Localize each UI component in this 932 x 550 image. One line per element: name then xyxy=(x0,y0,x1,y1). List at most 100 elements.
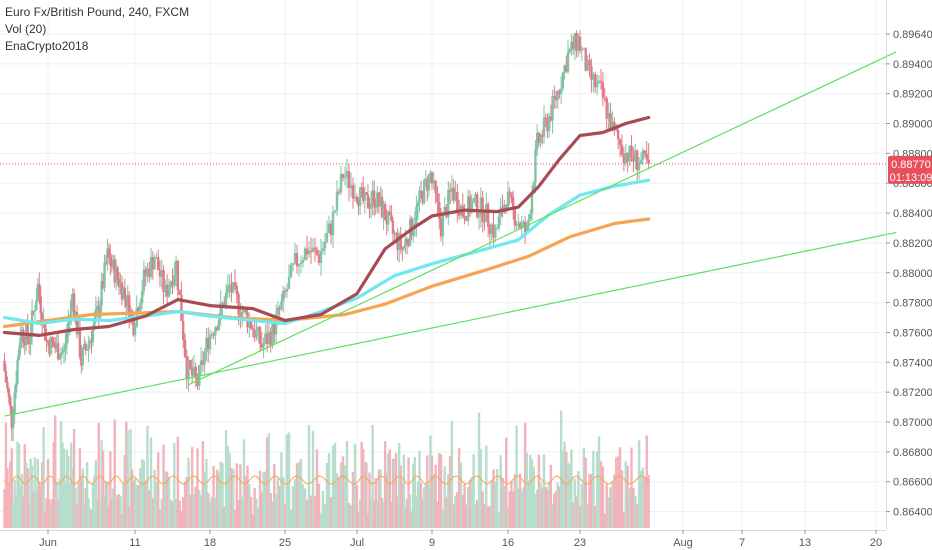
indicator-legend[interactable]: EnaCrypto2018 xyxy=(5,39,89,53)
symbol-title[interactable]: Euro Fx/British Pound, 240, FXCM xyxy=(5,5,190,19)
volume-bar xyxy=(215,469,219,528)
volume-bar xyxy=(637,440,641,528)
volume-bar xyxy=(571,502,575,528)
grid xyxy=(0,0,886,530)
volume-bar xyxy=(46,459,50,528)
volume-bar xyxy=(192,494,196,528)
volume-bar xyxy=(301,484,305,528)
candle-body xyxy=(616,130,620,140)
candle-body xyxy=(573,33,577,50)
volume-bar xyxy=(39,486,42,528)
ma-orange-line xyxy=(2,217,651,329)
volume-bar xyxy=(176,436,180,528)
candle-body xyxy=(51,337,54,343)
volume-bar xyxy=(104,481,108,528)
y-tick-label: 0.89640 xyxy=(893,29,932,41)
candle-body xyxy=(309,250,313,252)
volume-bar xyxy=(647,475,650,528)
volume-bar xyxy=(396,496,399,528)
candle-body xyxy=(189,360,192,369)
candle-body xyxy=(510,192,513,198)
volume-bar xyxy=(54,415,57,528)
candle-body xyxy=(219,302,222,321)
candle-body xyxy=(535,132,539,150)
candle-body xyxy=(59,352,63,358)
candle-body xyxy=(325,233,329,242)
candle-body xyxy=(54,346,57,349)
candle-body xyxy=(399,234,402,249)
volume-bar xyxy=(36,458,40,528)
volume-bar xyxy=(91,483,95,528)
volume-bar xyxy=(219,461,222,528)
candle-body xyxy=(87,343,90,350)
x-tick-label: 20 xyxy=(870,537,882,549)
candle-body xyxy=(260,344,263,348)
volume-bar xyxy=(12,502,15,528)
candle-body xyxy=(447,190,450,218)
candle-body xyxy=(584,48,587,71)
candle-body xyxy=(56,343,60,360)
volume-bar xyxy=(119,496,122,528)
candle-body xyxy=(609,113,612,131)
candle-body xyxy=(470,202,474,213)
candle-body xyxy=(639,159,643,165)
volume-bar xyxy=(84,487,87,528)
candle-body xyxy=(235,285,238,295)
volume-bar xyxy=(454,495,457,528)
candle-body xyxy=(36,284,40,301)
volume-bar xyxy=(257,508,260,528)
candle-body xyxy=(271,322,274,345)
volume-bar xyxy=(421,499,424,528)
volume-bar xyxy=(178,500,181,528)
candle-body xyxy=(133,326,137,336)
candle-body xyxy=(192,367,196,376)
x-tick-label: 23 xyxy=(574,537,586,549)
candle-body xyxy=(520,222,523,229)
volume-bar xyxy=(355,484,359,528)
volume-bar xyxy=(341,456,345,528)
volume-bar xyxy=(325,462,329,528)
candle-body xyxy=(255,330,258,338)
candle-body xyxy=(273,322,276,335)
y-tick-label: 0.87400 xyxy=(893,357,932,369)
candle-body xyxy=(276,307,280,315)
volume-legend[interactable]: Vol (20) xyxy=(5,22,47,36)
volume-bar xyxy=(439,454,443,528)
volume-bar xyxy=(180,511,183,528)
candle-body xyxy=(396,233,399,251)
volume-bar xyxy=(383,441,387,528)
volume-bar xyxy=(401,483,404,528)
candle-body xyxy=(240,311,244,318)
y-tick-label: 0.88200 xyxy=(893,238,932,250)
volume-bar xyxy=(165,471,169,528)
volume-bar xyxy=(16,441,19,528)
candle-body xyxy=(38,284,41,297)
candle-body xyxy=(613,121,616,128)
volume-bar xyxy=(568,464,571,528)
volume-bar xyxy=(278,485,281,528)
candle-body xyxy=(553,96,556,98)
candle-body xyxy=(162,270,165,293)
volume-bar xyxy=(160,498,163,528)
volume-bar xyxy=(441,509,445,528)
candle-body xyxy=(114,267,118,283)
x-tick-label: 16 xyxy=(502,537,514,549)
volume-bar xyxy=(523,422,527,528)
candle-body xyxy=(412,229,415,236)
volume-bar xyxy=(226,445,230,528)
volume-bar xyxy=(4,422,8,528)
volume-bar xyxy=(251,514,255,528)
volume-bar xyxy=(45,498,48,528)
candle-body xyxy=(157,257,160,271)
candle-body xyxy=(269,331,272,345)
price-badge-countdown: 01:13:09 xyxy=(890,172,932,184)
candle-body xyxy=(62,349,66,352)
volume-bar xyxy=(103,494,106,528)
volume-bar xyxy=(157,452,160,528)
candle-body xyxy=(12,414,15,429)
candle-body xyxy=(232,282,235,293)
candle-body xyxy=(355,196,359,202)
volume-bar xyxy=(129,429,132,528)
y-tick-label: 0.87600 xyxy=(893,327,932,339)
